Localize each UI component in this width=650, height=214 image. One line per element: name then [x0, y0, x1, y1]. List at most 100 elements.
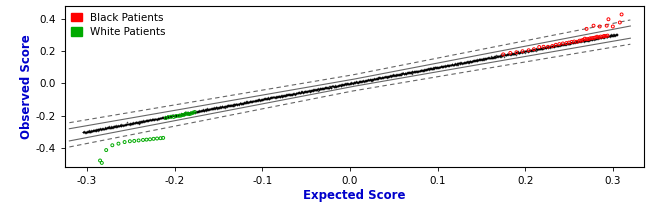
- Point: [394, 73, 404, 76]
- Point: [242, 100, 253, 103]
- Point: [391, 74, 401, 77]
- Point: [111, 125, 121, 128]
- Point: [289, 93, 300, 96]
- Point: [440, 64, 450, 68]
- Point: [307, 88, 317, 92]
- Point: [398, 72, 409, 76]
- Point: [485, 56, 495, 59]
- Point: [491, 55, 501, 58]
- Point: [161, 115, 171, 119]
- Point: [605, 34, 616, 38]
- Point: [329, 85, 339, 88]
- Point: [173, 113, 183, 116]
- Point: [380, 76, 390, 79]
- Point: [560, 42, 571, 45]
- Point: [135, 120, 146, 123]
- Point: [304, 89, 314, 92]
- Point: [427, 67, 437, 70]
- Point: [523, 49, 534, 53]
- Point: [610, 33, 621, 37]
- Point: [278, 94, 289, 97]
- Point: [131, 120, 142, 123]
- Point: [396, 71, 407, 74]
- Point: [602, 35, 612, 38]
- Point: [277, 95, 287, 98]
- Point: [300, 89, 310, 93]
- Point: [320, 86, 331, 89]
- Point: [220, 104, 231, 107]
- Point: [190, 110, 201, 113]
- Point: [542, 46, 552, 49]
- Point: [588, 38, 598, 41]
- Point: [280, 93, 290, 96]
- Point: [246, 100, 256, 103]
- Point: [556, 43, 567, 46]
- Point: [346, 81, 357, 85]
- Point: [199, 109, 209, 112]
- Point: [336, 84, 346, 88]
- Point: [248, 99, 259, 102]
- Point: [226, 103, 236, 107]
- Point: [426, 67, 436, 70]
- Point: [456, 61, 467, 64]
- Point: [532, 48, 542, 51]
- Point: [425, 67, 436, 70]
- Point: [356, 80, 366, 83]
- Point: [458, 62, 469, 65]
- Point: [578, 39, 588, 43]
- Point: [230, 102, 240, 106]
- Point: [290, 92, 300, 95]
- Point: [161, 115, 172, 119]
- Point: [549, 45, 559, 48]
- Point: [239, 101, 250, 104]
- Point: [122, 122, 133, 126]
- Point: [335, 83, 345, 87]
- Point: [334, 84, 345, 87]
- Point: [110, 125, 120, 128]
- Point: [255, 99, 265, 102]
- Point: [306, 90, 316, 93]
- Point: [166, 114, 177, 117]
- Point: [411, 70, 421, 73]
- Point: [338, 82, 348, 85]
- Point: [574, 40, 584, 43]
- Point: [148, 117, 158, 121]
- Point: [109, 125, 120, 128]
- Point: [215, 106, 226, 109]
- Point: [84, 130, 95, 133]
- Point: [375, 76, 385, 79]
- Point: [107, 125, 117, 128]
- Point: [374, 76, 384, 79]
- Point: [454, 62, 465, 65]
- Point: [460, 60, 471, 63]
- Point: [498, 54, 508, 57]
- Point: [151, 117, 162, 120]
- Point: [446, 63, 456, 66]
- Point: [440, 63, 450, 67]
- Point: [181, 112, 192, 116]
- Point: [294, 91, 304, 94]
- Point: [464, 59, 474, 63]
- Point: [472, 58, 482, 62]
- Point: [581, 27, 592, 31]
- Point: [457, 62, 467, 65]
- Point: [445, 64, 456, 67]
- Point: [430, 66, 440, 69]
- Point: [579, 38, 590, 42]
- Point: [405, 71, 415, 74]
- Point: [315, 87, 325, 91]
- Point: [279, 94, 289, 97]
- Point: [108, 125, 118, 128]
- Point: [344, 83, 355, 86]
- Point: [486, 56, 496, 59]
- Point: [108, 125, 118, 128]
- Point: [259, 96, 269, 100]
- Point: [422, 68, 432, 71]
- Point: [483, 56, 493, 60]
- Point: [402, 72, 413, 75]
- Point: [218, 105, 229, 108]
- Point: [131, 120, 142, 124]
- Point: [456, 61, 466, 65]
- Point: [218, 105, 229, 108]
- Point: [249, 100, 259, 103]
